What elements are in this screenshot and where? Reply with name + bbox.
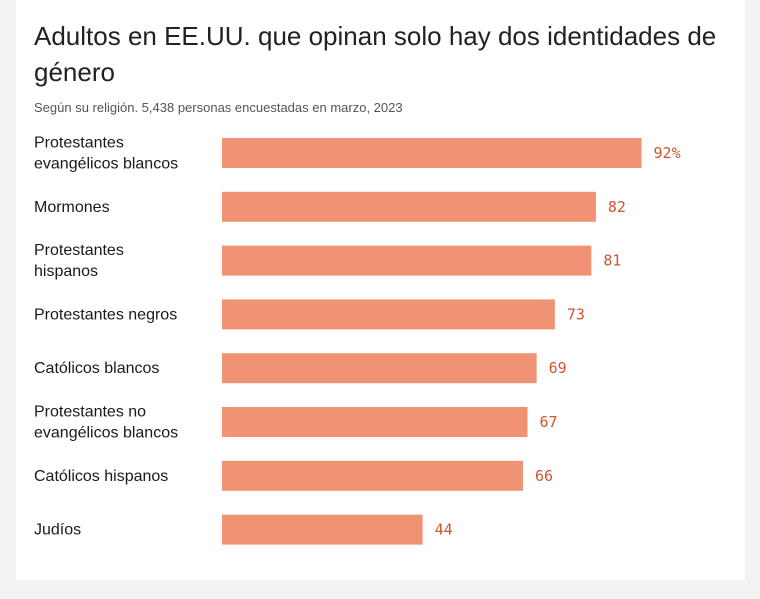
bar <box>222 514 423 545</box>
category-label: Protestantes evangélicos blancos <box>34 135 178 173</box>
bar <box>222 299 555 330</box>
category-label-line: evangélicos blancos <box>34 156 178 173</box>
category-label: Protestantes hispanos <box>34 242 124 280</box>
value-label: 69 <box>549 359 567 377</box>
value-label: 73 <box>567 305 585 323</box>
value-label: 66 <box>535 467 553 485</box>
category-label-line: hispanos <box>34 263 98 280</box>
bar <box>222 138 642 168</box>
category-label: Mormones <box>34 199 110 216</box>
value-label: 82 <box>608 198 626 216</box>
chart-subtitle: Según su religión. 5,438 personas encues… <box>34 100 403 115</box>
bar <box>222 245 592 276</box>
category-label-line: Protestantes <box>34 242 124 259</box>
category-label: Católicos hispanos <box>34 468 168 485</box>
category-label: Católicos blancos <box>34 360 159 377</box>
bar-chart: Protestantes evangélicos blancos 92% Mormon… <box>34 135 681 545</box>
category-label: Protestantes no evangélicos blancos <box>34 404 178 442</box>
category-label-line: Católicos hispanos <box>34 468 168 485</box>
category-label-line: Protestantes no <box>34 404 146 421</box>
chart-card: Adultos en EE.UU. que opinan solo hay do… <box>16 0 745 580</box>
bar <box>222 460 523 491</box>
category-label-line: Judíos <box>34 522 81 539</box>
value-label: 67 <box>540 413 558 431</box>
category-label-line: Protestantes <box>34 135 124 152</box>
value-label: 81 <box>603 252 621 270</box>
category-label-line: Católicos blancos <box>34 360 159 377</box>
chart-title: Adultos en EE.UU. que opinan solo hay do… <box>34 21 717 87</box>
category-label-line: Protestantes negros <box>34 306 177 323</box>
category-label: Protestantes negros <box>34 306 177 323</box>
bar <box>222 191 596 222</box>
bar <box>222 407 528 437</box>
value-label: 44 <box>435 521 453 539</box>
category-label: Judíos <box>34 522 81 539</box>
bar <box>222 353 537 384</box>
category-label-line: evangélicos blancos <box>34 425 178 442</box>
value-label: 92% <box>654 144 681 162</box>
category-label-line: Mormones <box>34 199 110 216</box>
